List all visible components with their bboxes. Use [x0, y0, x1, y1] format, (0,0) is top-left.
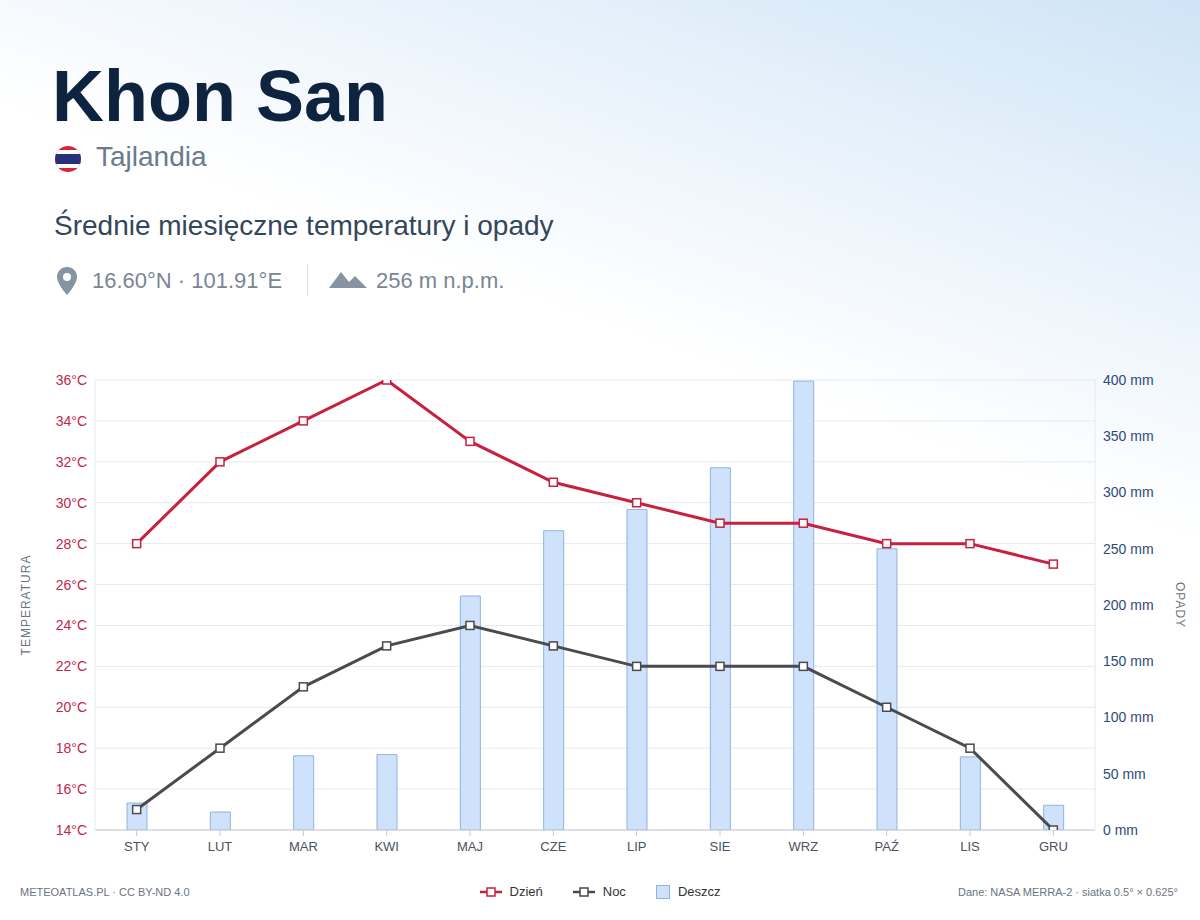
svg-text:LIP: LIP — [627, 839, 647, 854]
svg-text:150 mm: 150 mm — [1103, 653, 1154, 669]
svg-text:26°C: 26°C — [56, 577, 87, 593]
svg-text:KWI: KWI — [374, 839, 399, 854]
svg-text:200 mm: 200 mm — [1103, 597, 1154, 613]
svg-text:LUT: LUT — [208, 839, 233, 854]
html-text:Noc: Noc — [602, 884, 626, 899]
svg-text:30°C: 30°C — [56, 495, 87, 511]
svg-text:300 mm: 300 mm — [1103, 484, 1154, 500]
svg-text:20°C: 20°C — [56, 699, 87, 715]
html-text:Deszcz: Deszcz — [677, 884, 721, 899]
html-text:Tajlandia: Tajlandia — [96, 141, 207, 172]
svg-text:34°C: 34°C — [56, 413, 87, 429]
html-text:Dzień: Dzień — [509, 884, 543, 899]
html-text:OPADY: OPADY — [1173, 581, 1187, 629]
html-text:16.60°N · 101.91°E: 16.60°N · 101.91°E — [92, 268, 283, 293]
html-text:TEMPERATURA: TEMPERATURA — [19, 554, 33, 656]
svg-text:14°C: 14°C — [56, 822, 87, 838]
svg-text:CZE: CZE — [540, 839, 566, 854]
svg-text:24°C: 24°C — [56, 617, 87, 633]
svg-text:400 mm: 400 mm — [1103, 372, 1154, 388]
html-text:METEOATLAS.PL · CC BY-ND 4.0: METEOATLAS.PL · CC BY-ND 4.0 — [20, 886, 190, 898]
svg-text:18°C: 18°C — [56, 740, 87, 756]
svg-text:SIE: SIE — [710, 839, 731, 854]
html-text:Dane: NASA MERRA-2 · siatka 0.: Dane: NASA MERRA-2 · siatka 0.5° × 0.625… — [958, 886, 1178, 898]
svg-text:22°C: 22°C — [56, 658, 87, 674]
svg-text:16°C: 16°C — [56, 781, 87, 797]
svg-text:MAJ: MAJ — [457, 839, 483, 854]
svg-text:32°C: 32°C — [56, 454, 87, 470]
svg-text:PAŹ: PAŹ — [875, 839, 899, 854]
svg-text:STY: STY — [124, 839, 150, 854]
svg-text:50 mm: 50 mm — [1103, 766, 1146, 782]
svg-text:28°C: 28°C — [56, 536, 87, 552]
svg-text:350 mm: 350 mm — [1103, 428, 1154, 444]
svg-text:36°C: 36°C — [56, 372, 87, 388]
svg-text:LIS: LIS — [960, 839, 980, 854]
svg-text:MAR: MAR — [289, 839, 318, 854]
svg-text:WRZ: WRZ — [789, 839, 819, 854]
html-text:Khon San: Khon San — [52, 56, 388, 136]
svg-text:100 mm: 100 mm — [1103, 709, 1154, 725]
html-text:Średnie miesięczne temperatury: Średnie miesięczne temperatury i opady — [54, 210, 554, 241]
html-text:256 m n.p.m.: 256 m n.p.m. — [376, 268, 505, 293]
svg-text:0 mm: 0 mm — [1103, 822, 1138, 838]
svg-text:250 mm: 250 mm — [1103, 541, 1154, 557]
svg-text:GRU: GRU — [1039, 839, 1068, 854]
